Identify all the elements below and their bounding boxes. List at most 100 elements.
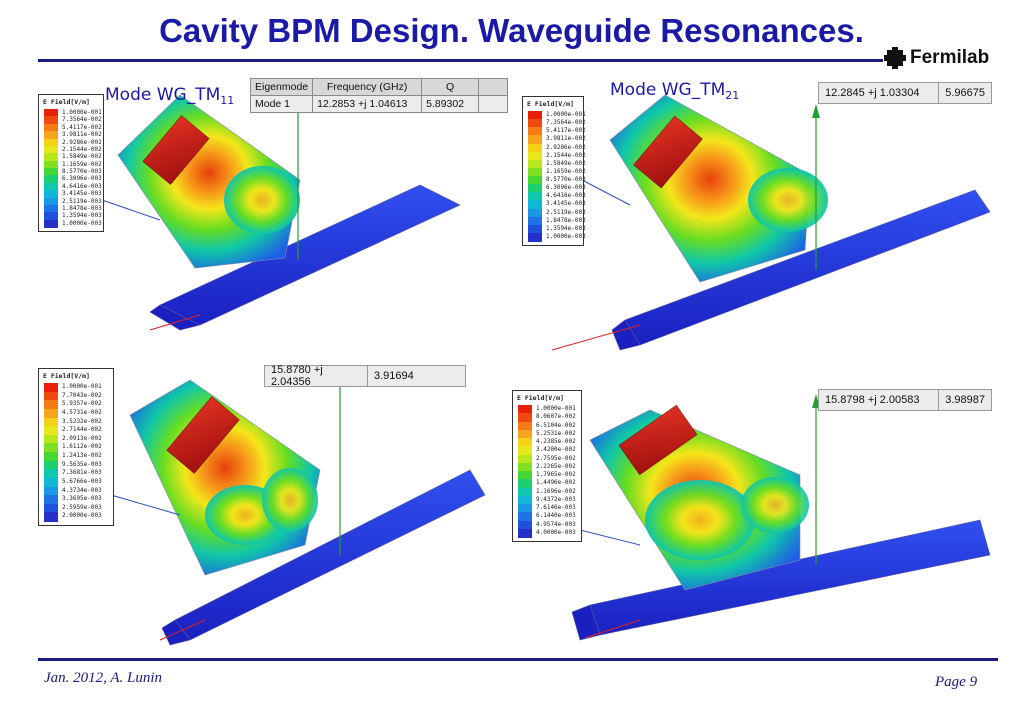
legend-swatch: [528, 192, 542, 201]
legend-swatch: [518, 528, 532, 538]
legend-tick-label: 1.5849e-002: [62, 153, 102, 161]
legend-swatch: [44, 477, 58, 487]
legend-swatch: [518, 462, 532, 472]
legend-tick-label: 5.6766e-003: [62, 477, 102, 485]
legend-swatch: [44, 512, 58, 522]
legend-tick-label: 1.0000e-001: [536, 405, 576, 412]
legend-swatch: [528, 176, 542, 185]
legend-swatch: [44, 109, 58, 117]
top-rule: [38, 59, 883, 62]
legend-tick-label: 4.2385e-002: [536, 438, 576, 445]
legend-tick-label: 3.5232e-002: [62, 417, 102, 425]
mode-label-tm21: Mode WG_TM21: [610, 80, 740, 102]
legend-tick-label: 2.1544e-002: [546, 151, 586, 159]
legend-title: E Field[V/m]: [517, 394, 564, 402]
legend-swatch: [518, 520, 532, 530]
legend-swatch: [518, 495, 532, 505]
legend-tick-label: 7.3564e-002: [62, 116, 102, 124]
value-freq: 12.2845 +j 1.03304: [819, 83, 940, 103]
legend-swatch: [528, 184, 542, 193]
legend-tick-label: 5.4117e-002: [62, 123, 102, 131]
table-header-row: Eigenmode Frequency (GHz) Q: [249, 78, 509, 96]
legend-swatch: [44, 182, 58, 191]
legend-tick-label: 6.3096e-003: [62, 175, 102, 183]
legend-tick-label: 6.3096e-003: [546, 184, 586, 192]
scene-mode-tm11: [101, 94, 461, 331]
legend-swatch: [44, 175, 58, 184]
legend-swatch: [518, 512, 532, 521]
legend-swatch: [518, 438, 532, 447]
legend-tick-label: 8.0607e-002: [536, 413, 576, 421]
legend-tick-label: 1.6112e-002: [62, 443, 102, 451]
legend-1: E Field[V/m] 1.0000e-001 7.3564e-002 5.4117…: [38, 94, 104, 232]
legend-tick-label: 1.3594e-003: [546, 224, 586, 232]
legend-title: E Field[V/m]: [43, 98, 90, 106]
legend-swatch: [528, 200, 542, 209]
legend-swatch: [528, 127, 542, 136]
legend-swatch: [528, 119, 542, 128]
legend-tick-label: 6.5104e-002: [536, 421, 576, 429]
legend-swatch: [44, 197, 58, 206]
legend-swatch: [528, 159, 542, 169]
legend-tick-label: 2.9286e-002: [546, 143, 586, 151]
legend-swatch: [518, 446, 532, 455]
legend-tick-label: 1.7965e-002: [536, 471, 576, 478]
legend-tick-label: 1.5849e-002: [546, 159, 586, 167]
legend-tick-label: 9.5635e-003: [62, 460, 102, 468]
legend-swatch: [528, 167, 542, 177]
legend-tick-label: 4.6416e-003: [546, 192, 586, 200]
legend-swatch: [518, 471, 532, 480]
slide-title: Cavity BPM Design. Waveguide Resonances.: [159, 12, 864, 49]
legend-tick-label: 2.1544e-002: [62, 145, 102, 153]
value-q: 3.98987: [945, 394, 985, 406]
legend-swatch: [518, 421, 532, 431]
legend-tick-label: 8.5770e-003: [546, 176, 586, 183]
header-frequency: Frequency (GHz): [312, 78, 423, 96]
legend-tick-label: 1.1659e-002: [62, 160, 102, 168]
footer-date-author: Jan. 2012, A. Lunin: [44, 670, 163, 686]
legend-swatch: [518, 454, 532, 464]
legend-swatch: [44, 391, 58, 401]
legend-swatch: [44, 426, 58, 436]
legend-swatch: [44, 434, 58, 444]
legend-tick-label: 4.3734e-003: [62, 486, 102, 494]
header-q: Q: [421, 78, 480, 96]
legend-swatch: [44, 190, 58, 198]
legend-swatch: [44, 443, 58, 453]
legend-swatch: [44, 503, 58, 513]
legend-swatch: [44, 131, 58, 139]
legend-swatch: [44, 408, 58, 418]
legend-swatch: [44, 452, 58, 462]
value-box-2: 12.2845 +j 1.03304 5.96675: [818, 82, 992, 104]
legend-tick-label: 1.3594e-003: [62, 212, 102, 220]
scene-mode-4: [571, 394, 991, 641]
legend-tick-label: 2.5119e-003: [546, 208, 586, 216]
legend-swatch: [44, 469, 58, 479]
mode-label-tm11: Mode WG_TM11: [105, 85, 235, 107]
legend-tick-label: 5.2531e-002: [536, 429, 576, 437]
legend-swatch: [518, 413, 532, 422]
fermilab-logo: Fermilab: [884, 47, 989, 69]
legend-swatch: [44, 138, 58, 147]
legend-swatch: [528, 208, 542, 218]
legend-swatch: [44, 153, 58, 162]
legend-swatch: [44, 486, 58, 496]
legend-tick-label: 2.0000e-003: [62, 512, 102, 520]
cell-mode: Mode 1: [249, 95, 314, 113]
legend-tick-label: 2.5119e-003: [62, 197, 102, 205]
legend-tick-label: 1.8478e-003: [62, 204, 102, 212]
legend-tick-label: 9.4372e-003: [536, 495, 576, 503]
logo-text: Fermilab: [910, 47, 990, 68]
legend-tick-label: 7.3564e-002: [546, 119, 586, 127]
legend-tick-label: 3.9811e-002: [546, 135, 586, 143]
legend-tick-label: 2.7595e-002: [536, 454, 576, 462]
legend-tick-label: 3.4200e-002: [536, 446, 576, 454]
legend-tick-label: 2.5959e-003: [62, 503, 102, 511]
legend-swatch: [44, 495, 58, 505]
legend-tick-label: 6.1440e-003: [536, 512, 576, 520]
value-box-3: 15.8780 +j 2.04356 3.91694: [264, 364, 466, 388]
legend-swatch: [528, 224, 542, 234]
legend-tick-label: 1.1659e-002: [546, 167, 586, 175]
legend-tick-label: 5.9357e-002: [62, 400, 102, 408]
